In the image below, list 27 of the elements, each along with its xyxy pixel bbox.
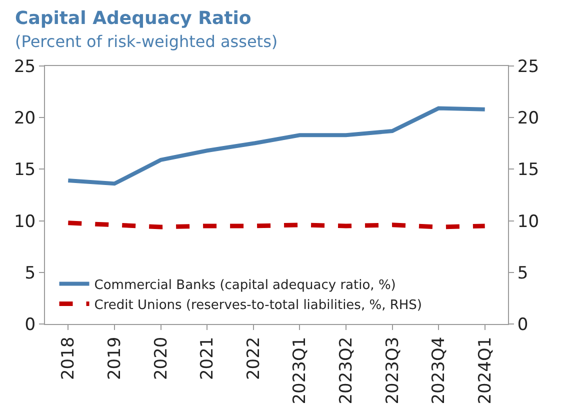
legend-label: Commercial Banks (capital adequacy ratio, %) (94, 278, 396, 293)
y2-tick-label: 15 (517, 160, 540, 180)
legend-label: Credit Unions (reserves-to-total liabilities, %, RHS) (94, 298, 422, 313)
y2-tick-label: 5 (517, 263, 528, 284)
x-tick-label: 2023Q1 (290, 336, 310, 404)
y-tick-label: 15 (14, 160, 36, 180)
y-tick-label: 5 (24, 263, 36, 284)
x-tick-label: 2019 (104, 336, 125, 380)
x-tick-label: 2023Q3 (382, 336, 403, 404)
chart-title: Capital Adequacy Ratio (15, 8, 252, 29)
x-tick-label: 2023Q4 (429, 336, 450, 404)
chart-subtitle: (Percent of risk-weighted assets) (15, 32, 278, 51)
y2-tick-label: 10 (517, 212, 540, 232)
line-series (66, 106, 487, 186)
y2-tick-label: 20 (517, 108, 540, 129)
x-tick-label: 2021 (198, 336, 218, 380)
y-tick-label: 10 (14, 212, 36, 232)
x-tick-label: 2020 (151, 336, 172, 380)
y-tick-label: 20 (14, 108, 36, 129)
y2-tick-label: 0 (517, 314, 528, 335)
x-tick-label: 2018 (58, 336, 79, 380)
x-tick-label: 2022 (244, 336, 264, 380)
y-tick-label: 0 (24, 314, 36, 335)
x-tick-label: 2023Q2 (336, 336, 356, 404)
y2-tick-label: 25 (517, 56, 540, 77)
x-tick-label: 2024Q1 (475, 336, 496, 404)
y-tick-label: 25 (14, 56, 36, 77)
